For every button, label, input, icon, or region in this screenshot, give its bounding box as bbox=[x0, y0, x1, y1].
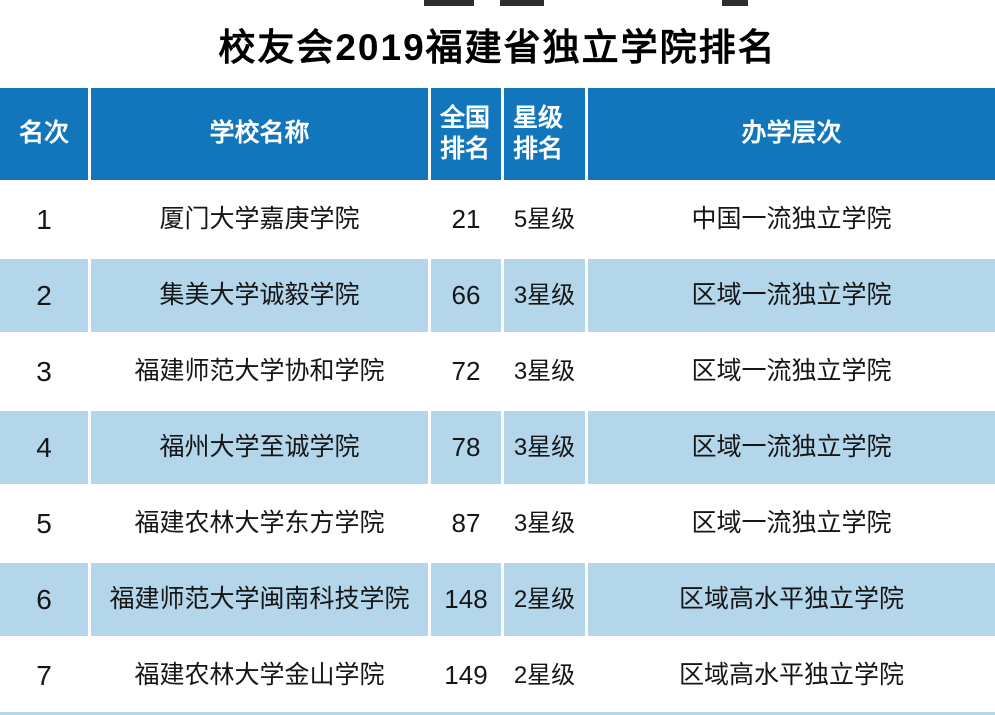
star-rank-cell: 2星级 bbox=[501, 636, 585, 712]
col-header-level: 办学层次 bbox=[585, 88, 995, 180]
national-rank-cell: 78 bbox=[428, 408, 501, 484]
page-title: 校友会2019福建省独立学院排名 bbox=[218, 27, 777, 68]
school-cell: 福建师范大学协和学院 bbox=[88, 332, 428, 408]
col-header-rank: 名次 bbox=[0, 88, 88, 180]
rank-cell: 3 bbox=[0, 332, 88, 408]
national-rank-cell: 149 bbox=[428, 636, 501, 712]
cropped-text-artifact bbox=[424, 0, 474, 6]
rank-cell: 7 bbox=[0, 636, 88, 712]
star-rank-cell: 2星级 bbox=[501, 560, 585, 636]
school-cell: 福建农林大学金山学院 bbox=[88, 636, 428, 712]
star-rank-cell: 3星级 bbox=[501, 408, 585, 484]
level-cell: 中国一流独立学院 bbox=[585, 180, 995, 256]
school-cell: 福建农林大学东方学院 bbox=[88, 484, 428, 560]
school-cell: 福州大学至诚学院 bbox=[88, 408, 428, 484]
rank-cell: 6 bbox=[0, 560, 88, 636]
school-cell: 福建师范大学闽南科技学院 bbox=[88, 560, 428, 636]
level-cell: 区域一流独立学院 bbox=[585, 484, 995, 560]
star-rank-cell: 3星级 bbox=[501, 332, 585, 408]
star-rank-cell: 5星级 bbox=[501, 180, 585, 256]
rank-cell: 1 bbox=[0, 180, 88, 256]
national-rank-cell: 87 bbox=[428, 484, 501, 560]
cropped-text-artifact bbox=[722, 0, 748, 6]
level-cell: 区域一流独立学院 bbox=[585, 256, 995, 332]
school-cell: 厦门大学嘉庚学院 bbox=[88, 180, 428, 256]
col-header-star-rank: 星级 排名 bbox=[501, 88, 585, 180]
national-rank-cell: 66 bbox=[428, 256, 501, 332]
national-rank-cell: 72 bbox=[428, 332, 501, 408]
rank-cell: 4 bbox=[0, 408, 88, 484]
cropped-text-artifact bbox=[500, 0, 544, 6]
star-rank-cell: 3星级 bbox=[501, 256, 585, 332]
level-cell: 区域一流独立学院 bbox=[585, 408, 995, 484]
national-rank-cell: 148 bbox=[428, 560, 501, 636]
rank-cell: 2 bbox=[0, 256, 88, 332]
level-cell: 区域一流独立学院 bbox=[585, 332, 995, 408]
school-cell: 集美大学诚毅学院 bbox=[88, 256, 428, 332]
star-rank-cell: 3星级 bbox=[501, 484, 585, 560]
col-header-national-rank: 全国 排名 bbox=[428, 88, 501, 180]
level-cell: 区域高水平独立学院 bbox=[585, 636, 995, 712]
level-cell: 区域高水平独立学院 bbox=[585, 560, 995, 636]
rank-cell: 5 bbox=[0, 484, 88, 560]
ranking-table: 名次 学校名称 全国 排名 星级 排名 办学层次 1 厦门大学嘉庚学院 21 5… bbox=[0, 88, 995, 712]
col-header-school: 学校名称 bbox=[88, 88, 428, 180]
national-rank-cell: 21 bbox=[428, 180, 501, 256]
next-row-sliver bbox=[0, 712, 995, 715]
